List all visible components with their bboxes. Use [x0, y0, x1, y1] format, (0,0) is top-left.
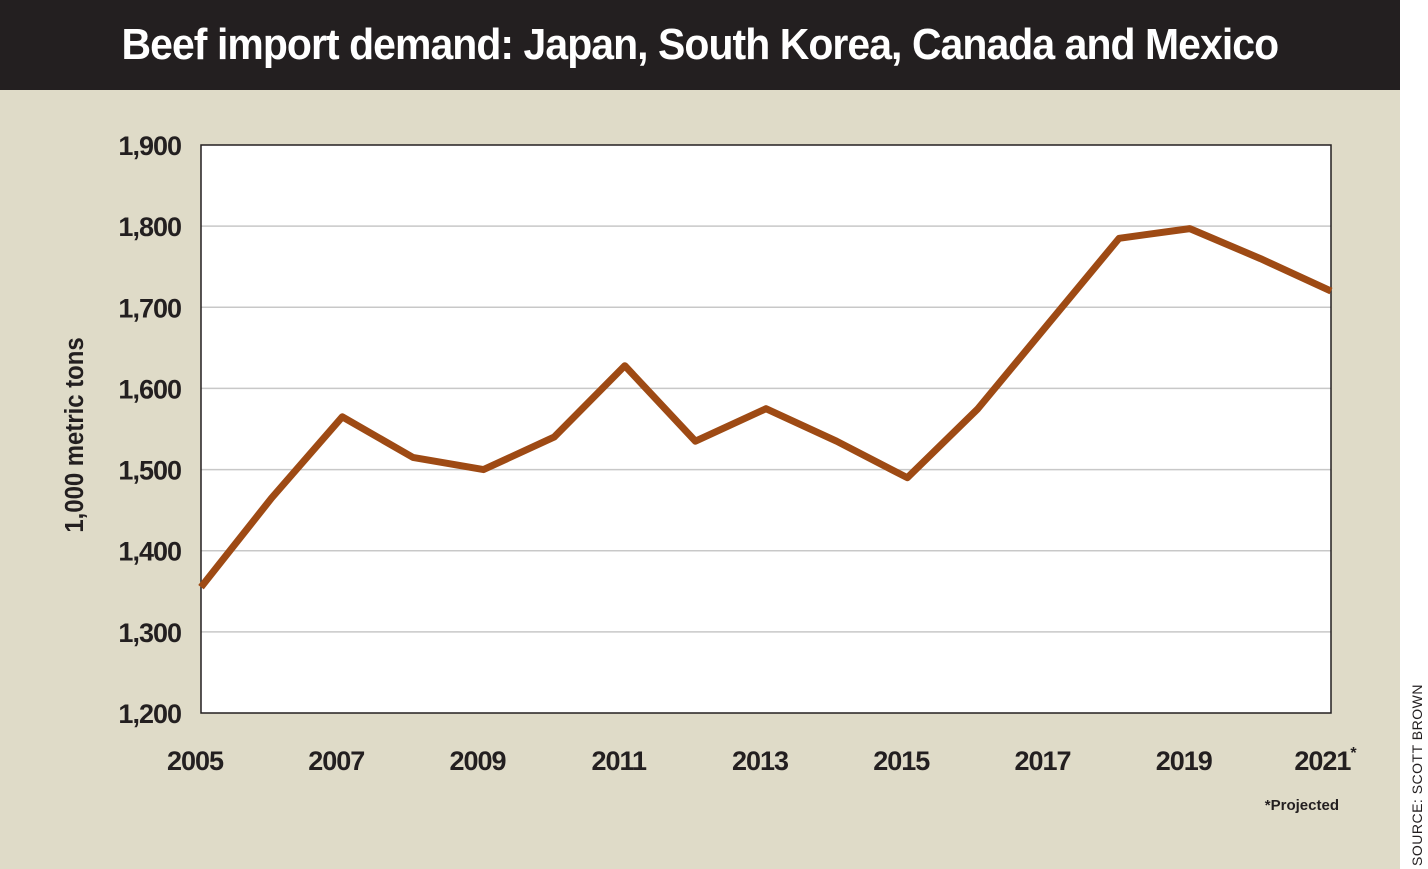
chart-title: Beef import demand: Japan, South Korea, … — [121, 20, 1280, 69]
x-tick-labels: 2005 2007 2009 2011 2013 2015 2017 2019 2021* — [167, 745, 1358, 776]
y-tick-label: 1,600 — [118, 374, 181, 404]
x-tick-label: 2009 — [449, 746, 506, 776]
plot-frame — [200, 144, 1332, 714]
y-tick-labels: 1,200 1,300 1,400 1,500 1,600 1,700 1,800 1,900 — [118, 131, 182, 729]
x-tick-label: 2013 — [732, 746, 789, 776]
y-axis-label: 1,000 metric tons — [60, 337, 89, 532]
x-tick-label: 2017 — [1014, 746, 1070, 776]
series-line — [198, 225, 1333, 590]
x-tick-label: 2011 — [591, 746, 647, 776]
series-layer — [198, 225, 1333, 590]
y-tick-label: 1,500 — [118, 456, 181, 486]
y-tick-label: 1,700 — [118, 293, 181, 323]
x-tick-label: 2007 — [308, 746, 364, 776]
y-tick-label: 1,200 — [118, 699, 181, 729]
x-tick-label: 2015 — [873, 746, 930, 776]
plot-area — [201, 145, 1331, 713]
y-tick-label: 1,300 — [118, 618, 181, 648]
source-credit: SOURCE: SCOTT BROWN — [1409, 684, 1425, 866]
footnote-projected: *Projected — [1265, 797, 1339, 814]
y-tick-label: 1,400 — [118, 537, 181, 567]
x-tick-label: 2019 — [1156, 746, 1213, 776]
gridlines — [201, 225, 1331, 633]
y-tick-label: 1,800 — [118, 212, 181, 242]
x-tick-label: 2021* — [1294, 745, 1357, 776]
x-tick-label: 2005 — [167, 746, 224, 776]
y-tick-label: 1,900 — [118, 131, 181, 161]
title-bar: Beef import demand: Japan, South Korea, … — [0, 0, 1400, 90]
